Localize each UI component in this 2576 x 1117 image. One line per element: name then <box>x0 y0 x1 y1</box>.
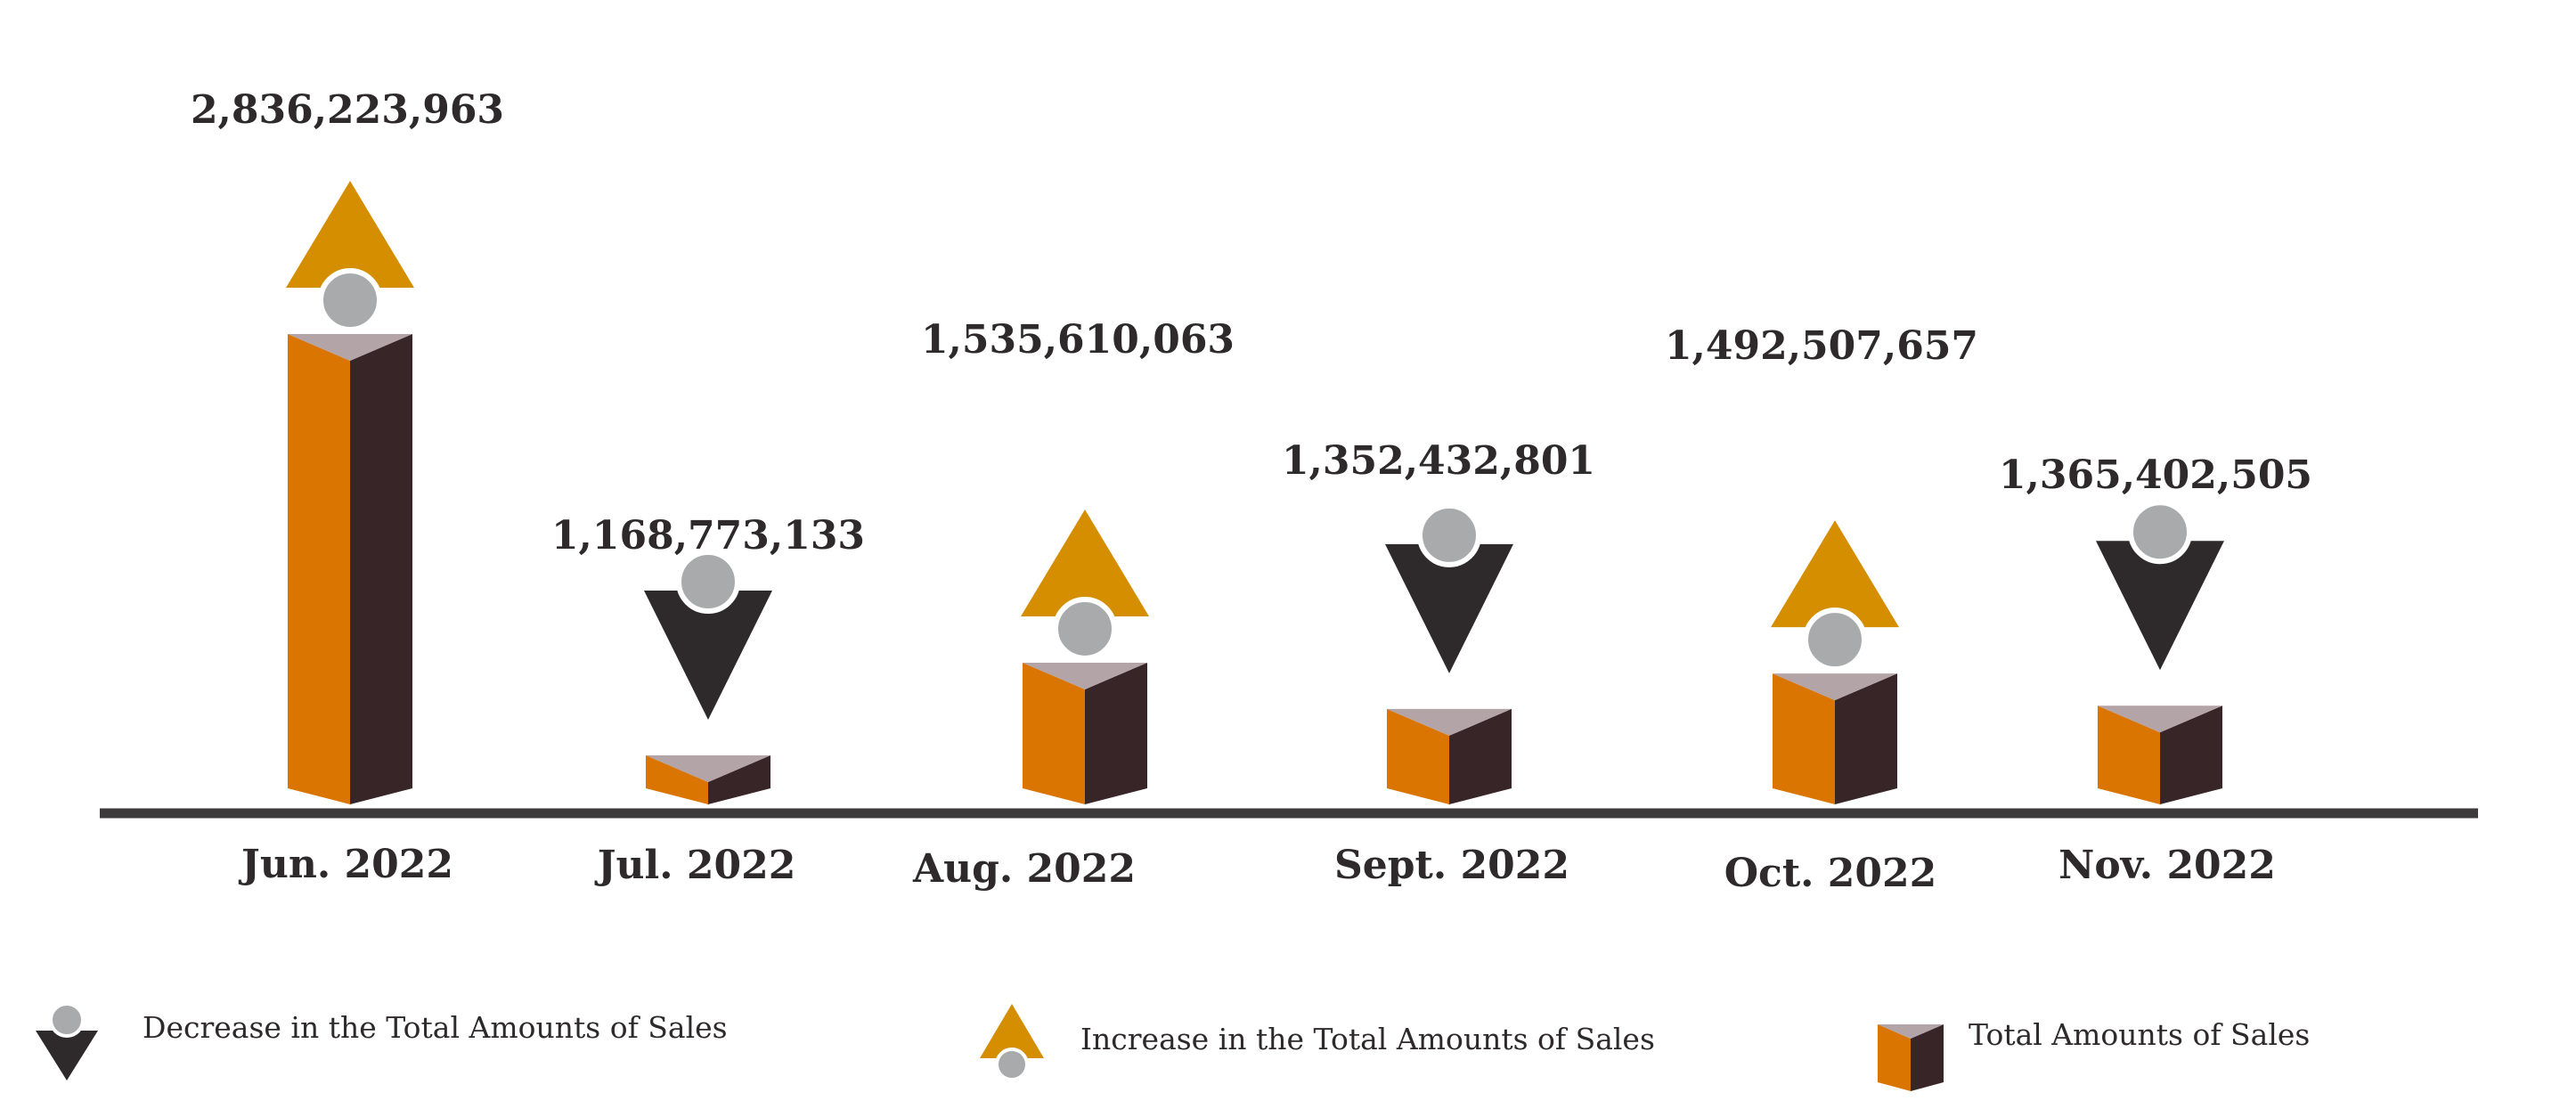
bar-top-face <box>1387 708 1512 736</box>
legend-increase-triangle <box>980 1004 1044 1058</box>
decrease-triangle <box>644 591 772 720</box>
category-label: Jul. 2022 <box>594 843 796 888</box>
marker-increase <box>1021 509 1149 661</box>
bar-side-face <box>1835 673 1897 804</box>
bar-top-face <box>288 334 412 361</box>
marker-circle <box>1803 607 1867 673</box>
legend-total-label: Total Amounts of Sales <box>1969 1017 2310 1052</box>
bar-side-face <box>350 334 412 804</box>
bar-side-face <box>1085 662 1147 804</box>
legend-decrease-icon <box>36 1002 98 1080</box>
bar-1 <box>646 755 770 804</box>
legend-increase-icon <box>980 1004 1044 1081</box>
marker-decrease <box>644 550 772 720</box>
bar-side-face <box>2160 705 2222 804</box>
bars-group <box>288 334 2222 804</box>
trend-markers-group <box>286 181 2224 720</box>
legend-decrease-label: Decrease in the Total Amounts of Sales <box>143 1010 728 1045</box>
value-label: 2,836,223,963 <box>191 87 504 133</box>
value-label: 1,168,773,133 <box>551 513 865 558</box>
value-label: 1,535,610,063 <box>921 317 1235 363</box>
bar-2 <box>1023 662 1147 804</box>
category-labels-group: Jun. 2022 Jul. 2022 Aug. 2022 Sept. 2022 Oct… <box>238 842 2276 896</box>
category-label: Aug. 2022 <box>912 846 1136 892</box>
increase-triangle <box>1771 520 1899 628</box>
bar-top-face <box>1023 662 1147 689</box>
marker-circle <box>1053 596 1117 661</box>
value-label: 1,492,507,657 <box>1665 323 1978 369</box>
marker-decrease <box>1385 502 1513 673</box>
legend-total-icon <box>1878 1024 1944 1091</box>
decrease-triangle <box>1385 543 1513 673</box>
bar-3 <box>1387 708 1512 804</box>
category-label: Jun. 2022 <box>238 842 453 887</box>
category-label: Nov. 2022 <box>2058 843 2276 888</box>
marker-decrease <box>2096 500 2224 671</box>
increase-triangle <box>1021 509 1149 616</box>
increase-triangle <box>286 181 414 288</box>
legend-top-face <box>1878 1024 1944 1039</box>
bar-side-face <box>1449 708 1512 804</box>
value-label: 1,365,402,505 <box>1999 453 2312 498</box>
legend-decrease-triangle <box>36 1031 98 1080</box>
bar-front-face <box>646 755 708 804</box>
legend-circle <box>49 1002 85 1038</box>
legend-side-face <box>1911 1024 1944 1091</box>
marker-increase <box>1771 520 1899 673</box>
marker-increase <box>286 181 414 332</box>
bar-0 <box>288 334 412 804</box>
bar-5 <box>2098 705 2222 804</box>
legend-front-face <box>1878 1024 1911 1091</box>
legend: Decrease in the Total Amounts of Sales In… <box>36 1002 2310 1091</box>
legend-increase-label: Increase in the Total Amounts of Sales <box>1080 1022 1655 1056</box>
decrease-triangle <box>2096 541 2224 671</box>
legend-circle <box>995 1048 1029 1081</box>
bar-front-face <box>2098 705 2160 804</box>
marker-circle <box>2128 500 2192 565</box>
marker-circle <box>1417 502 1481 567</box>
bar-4 <box>1773 673 1897 804</box>
bar-top-face <box>2098 705 2222 733</box>
marker-circle <box>676 550 740 614</box>
category-label: Sept. 2022 <box>1334 843 1569 888</box>
bar-front-face <box>1387 708 1449 804</box>
value-label: 1,352,432,801 <box>1282 438 1595 484</box>
bar-front-face <box>288 334 350 804</box>
category-label: Oct. 2022 <box>1724 851 1937 896</box>
value-labels-group: 2,836,223,963 1,168,773,133 1,535,610,063 1… <box>191 87 2312 558</box>
marker-circle <box>318 268 382 332</box>
bar-front-face <box>1023 662 1085 804</box>
bar-front-face <box>1773 673 1835 804</box>
bar-top-face <box>646 755 770 782</box>
bar-top-face <box>1773 673 1897 701</box>
bar-side-face <box>708 755 770 804</box>
